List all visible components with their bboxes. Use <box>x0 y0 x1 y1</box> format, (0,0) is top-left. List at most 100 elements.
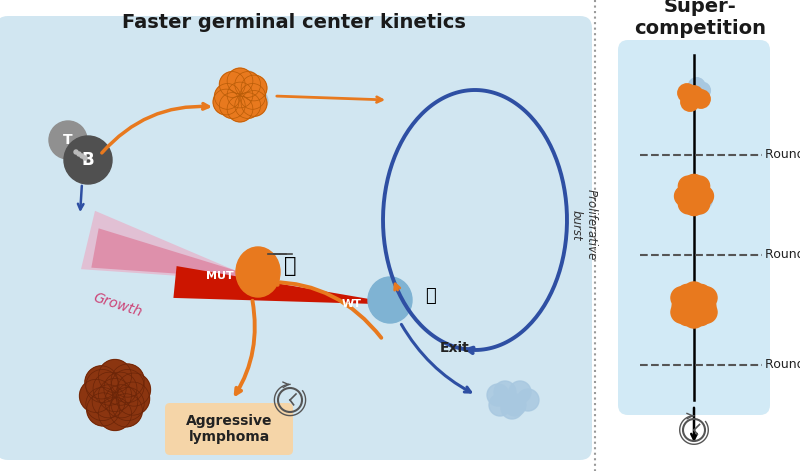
Circle shape <box>674 186 694 206</box>
Text: B: B <box>82 151 94 169</box>
Polygon shape <box>174 266 375 304</box>
Circle shape <box>213 89 239 115</box>
Circle shape <box>686 290 709 312</box>
Circle shape <box>683 282 705 304</box>
Circle shape <box>694 295 716 317</box>
Circle shape <box>501 397 523 419</box>
Circle shape <box>685 86 703 104</box>
Circle shape <box>79 379 113 413</box>
Text: Round 3: Round 3 <box>765 358 800 372</box>
Text: 🚶: 🚶 <box>425 287 435 305</box>
Circle shape <box>686 298 709 320</box>
Text: Round 2: Round 2 <box>765 249 800 261</box>
Circle shape <box>679 298 702 320</box>
Circle shape <box>684 195 704 216</box>
Circle shape <box>684 185 704 205</box>
Circle shape <box>690 176 710 196</box>
Circle shape <box>104 372 137 405</box>
Circle shape <box>509 381 531 403</box>
Text: Aggressive
lymphoma: Aggressive lymphoma <box>186 414 272 444</box>
Circle shape <box>694 186 714 206</box>
Circle shape <box>117 382 150 415</box>
Polygon shape <box>91 228 241 278</box>
Circle shape <box>86 388 119 421</box>
Circle shape <box>676 284 698 307</box>
Circle shape <box>695 287 717 309</box>
Circle shape <box>696 192 712 209</box>
Circle shape <box>695 301 717 323</box>
Circle shape <box>64 136 112 184</box>
Circle shape <box>240 83 266 109</box>
Circle shape <box>681 93 699 111</box>
Text: MUT: MUT <box>206 271 234 281</box>
Text: Growth: Growth <box>92 291 144 319</box>
Text: WT: WT <box>342 299 362 309</box>
Circle shape <box>118 373 150 406</box>
Circle shape <box>235 72 261 97</box>
Circle shape <box>219 72 245 97</box>
Circle shape <box>111 388 144 421</box>
Circle shape <box>678 84 696 102</box>
Ellipse shape <box>368 277 412 323</box>
Circle shape <box>678 194 698 214</box>
Circle shape <box>74 150 78 154</box>
Circle shape <box>691 197 708 214</box>
Circle shape <box>235 93 261 118</box>
Circle shape <box>690 284 712 307</box>
Circle shape <box>679 290 702 312</box>
Circle shape <box>86 393 120 426</box>
Circle shape <box>676 304 698 325</box>
Circle shape <box>98 359 131 393</box>
Circle shape <box>694 82 710 99</box>
Circle shape <box>494 381 516 403</box>
Circle shape <box>246 90 268 112</box>
Circle shape <box>692 90 710 108</box>
Text: Super-
competition: Super- competition <box>634 0 766 39</box>
FancyBboxPatch shape <box>165 403 293 455</box>
Circle shape <box>111 369 144 403</box>
Circle shape <box>243 81 266 102</box>
Circle shape <box>98 398 131 430</box>
Text: 🏃: 🏃 <box>284 256 296 276</box>
Circle shape <box>517 389 539 411</box>
FancyBboxPatch shape <box>618 40 770 415</box>
Circle shape <box>697 301 713 318</box>
Circle shape <box>690 304 712 325</box>
Text: Faster germinal center kinetics: Faster germinal center kinetics <box>122 13 466 32</box>
FancyBboxPatch shape <box>0 16 592 460</box>
Circle shape <box>77 152 81 156</box>
Text: Exit: Exit <box>440 341 470 355</box>
Circle shape <box>98 378 131 412</box>
Circle shape <box>111 364 144 397</box>
Ellipse shape <box>236 247 280 297</box>
Circle shape <box>86 369 119 403</box>
Text: Proliferative
burst: Proliferative burst <box>570 189 598 260</box>
Text: Round 1: Round 1 <box>765 148 800 162</box>
Circle shape <box>49 121 87 159</box>
Circle shape <box>671 287 693 309</box>
Circle shape <box>214 83 240 109</box>
Circle shape <box>672 295 694 317</box>
Circle shape <box>227 96 253 122</box>
Circle shape <box>489 394 511 416</box>
Circle shape <box>685 198 702 214</box>
Circle shape <box>241 90 267 116</box>
Circle shape <box>92 385 126 418</box>
Circle shape <box>93 372 126 405</box>
Circle shape <box>683 306 705 328</box>
Text: T: T <box>63 133 73 147</box>
Circle shape <box>487 384 509 406</box>
Circle shape <box>227 82 253 108</box>
Circle shape <box>236 71 258 93</box>
Circle shape <box>219 93 245 118</box>
Polygon shape <box>81 211 239 280</box>
Circle shape <box>227 68 253 94</box>
Circle shape <box>504 394 526 416</box>
Circle shape <box>85 366 118 399</box>
Circle shape <box>689 78 705 94</box>
Circle shape <box>241 75 267 101</box>
Circle shape <box>671 301 693 323</box>
Circle shape <box>683 294 705 316</box>
Circle shape <box>80 154 84 158</box>
Circle shape <box>690 194 710 214</box>
